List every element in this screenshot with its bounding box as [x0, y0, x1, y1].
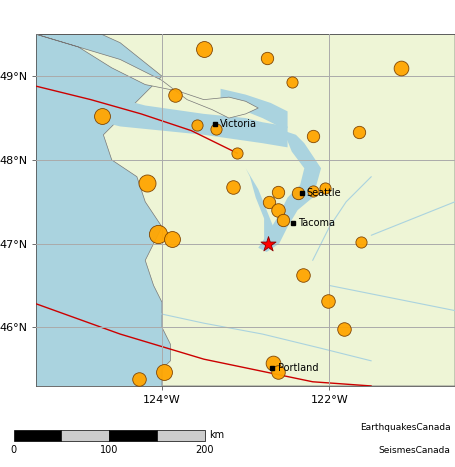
Text: 0: 0: [10, 445, 17, 455]
Point: [274, 206, 281, 214]
Text: Seattle: Seattle: [307, 188, 341, 198]
Point: [263, 54, 270, 62]
Point: [193, 121, 201, 128]
Point: [324, 297, 331, 304]
Bar: [109, 430, 157, 441]
Point: [213, 125, 220, 133]
Point: [299, 272, 306, 279]
Point: [266, 198, 273, 205]
Point: [309, 133, 316, 140]
Point: [274, 188, 281, 196]
Polygon shape: [36, 86, 288, 148]
Bar: [61, 430, 109, 441]
Polygon shape: [36, 35, 455, 386]
Bar: [14, 430, 61, 441]
Point: [288, 78, 295, 86]
Point: [135, 375, 142, 383]
Polygon shape: [246, 168, 275, 244]
Text: EarthquakesCanada: EarthquakesCanada: [360, 423, 450, 432]
Point: [171, 91, 178, 99]
Point: [309, 187, 316, 195]
Point: [358, 238, 365, 246]
Text: 100: 100: [100, 445, 118, 455]
Point: [154, 230, 162, 237]
Polygon shape: [221, 89, 288, 128]
Text: SeismesCanada: SeismesCanada: [379, 446, 450, 455]
Point: [200, 46, 207, 53]
Point: [280, 217, 287, 224]
Point: [322, 184, 329, 191]
Bar: [157, 430, 205, 441]
Point: [274, 368, 281, 375]
Point: [294, 190, 301, 197]
Point: [397, 64, 404, 71]
Text: Portland: Portland: [278, 362, 318, 373]
Point: [265, 240, 272, 248]
Point: [143, 180, 151, 187]
Point: [270, 360, 277, 367]
Polygon shape: [258, 131, 321, 252]
Point: [229, 183, 237, 191]
Point: [355, 128, 362, 136]
Point: [341, 325, 348, 333]
Point: [160, 368, 167, 375]
Text: Tacoma: Tacoma: [298, 218, 334, 228]
Point: [98, 113, 106, 120]
Point: [168, 236, 176, 243]
Point: [234, 149, 241, 157]
Polygon shape: [36, 35, 258, 118]
Text: km: km: [209, 431, 224, 440]
Text: 200: 200: [196, 445, 214, 455]
Text: Victoria: Victoria: [220, 119, 257, 129]
